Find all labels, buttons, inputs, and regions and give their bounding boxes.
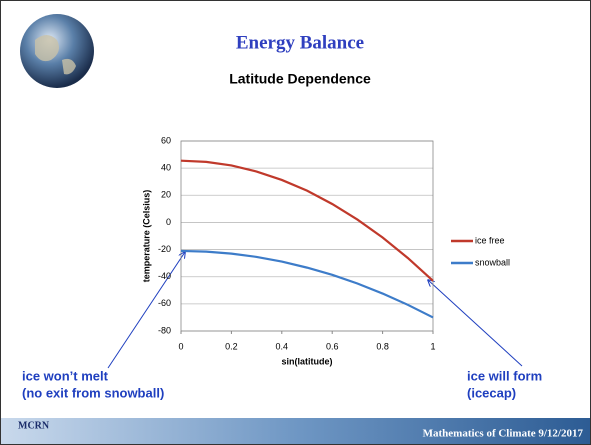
x-axis-label: sin(latitude) — [282, 356, 333, 366]
y-tick-label: 20 — [161, 190, 171, 200]
y-tick-label: 0 — [166, 217, 171, 227]
legend-label: snowball — [475, 257, 510, 267]
note: (icecap) — [467, 385, 516, 400]
x-tick-label: 0.4 — [276, 341, 289, 351]
x-tick-label: 1 — [430, 341, 435, 351]
slide-title: Energy Balance — [236, 32, 364, 53]
x-tick-label: 0.6 — [326, 341, 339, 351]
x-tick-label: 0.2 — [225, 341, 238, 351]
logo: MCRN — [18, 420, 50, 431]
note: ice won’t melt — [22, 368, 109, 383]
slide: Energy Balance Latitude Dependence ice w… — [0, 0, 591, 445]
note: (no exit from snowball) — [22, 385, 164, 400]
note: ice will form — [467, 368, 542, 383]
legend-label: ice free — [475, 235, 505, 245]
footer-text: Mathematics of Climate 9/12/2017 — [423, 428, 584, 440]
y-tick-label: 60 — [161, 135, 171, 145]
y-axis-label: temperature (Celsius) — [141, 190, 151, 283]
slide-subtitle: Latitude Dependence — [229, 71, 371, 87]
x-tick-label: 0 — [178, 341, 183, 351]
y-tick-label: -40 — [158, 271, 171, 281]
y-tick-label: -80 — [158, 325, 171, 335]
y-tick-label: 40 — [161, 163, 171, 173]
y-tick-label: -60 — [158, 298, 171, 308]
y-tick-label: -20 — [158, 244, 171, 254]
x-tick-label: 0.8 — [376, 341, 389, 351]
